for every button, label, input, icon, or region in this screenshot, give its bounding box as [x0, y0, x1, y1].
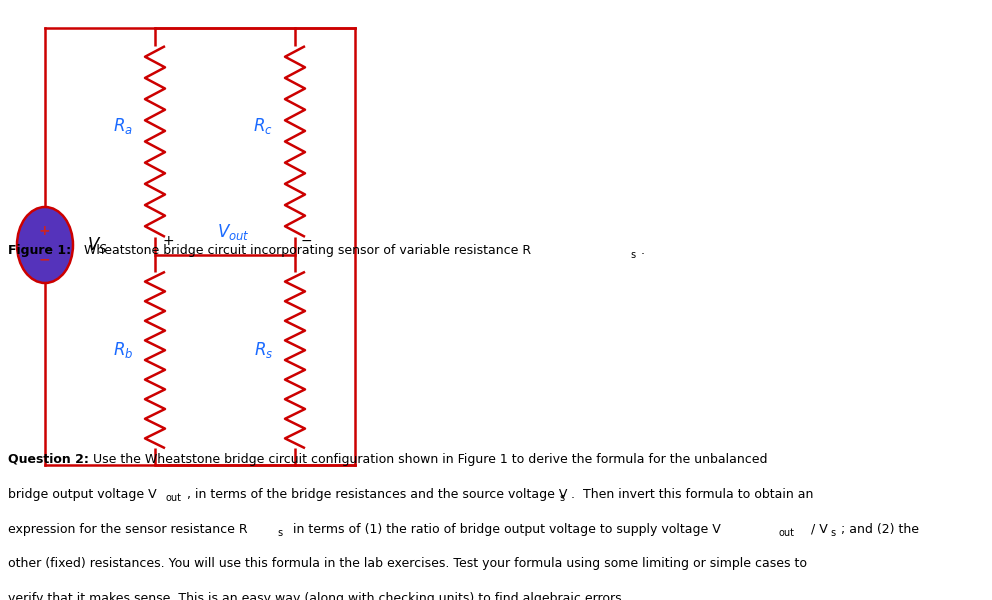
Text: Figure 1:: Figure 1: [8, 244, 71, 257]
Text: , in terms of the bridge resistances and the source voltage V: , in terms of the bridge resistances and… [187, 488, 567, 501]
Text: −: − [301, 234, 312, 248]
Text: $R_b$: $R_b$ [113, 340, 133, 360]
Text: out: out [165, 493, 182, 503]
Text: verify that it makes sense. This is an easy way (along with checking units) to f: verify that it makes sense. This is an e… [8, 592, 626, 600]
Text: other (fixed) resistances. You will use this formula in the lab exercises. Test : other (fixed) resistances. You will use … [8, 557, 806, 571]
Text: ; and (2) the: ; and (2) the [841, 523, 920, 536]
Text: $R_s$: $R_s$ [254, 340, 273, 360]
Text: Question 2:: Question 2: [8, 453, 89, 466]
Text: $R_a$: $R_a$ [113, 116, 133, 136]
Text: s: s [630, 250, 635, 260]
Text: s: s [278, 528, 283, 538]
Text: $\mathit{V}_{out}$: $\mathit{V}_{out}$ [216, 222, 249, 242]
Text: .: . [641, 244, 645, 257]
Text: in terms of (1) the ratio of bridge output voltage to supply voltage V: in terms of (1) the ratio of bridge outp… [289, 523, 720, 536]
Text: $R_c$: $R_c$ [253, 116, 273, 136]
Text: $\mathit{V}_S$: $\mathit{V}_S$ [87, 235, 107, 255]
Ellipse shape [17, 207, 73, 283]
Text: +: + [38, 224, 50, 238]
Text: expression for the sensor resistance R: expression for the sensor resistance R [8, 523, 248, 536]
Text: / V: / V [807, 523, 828, 536]
Text: s: s [830, 528, 835, 538]
Text: Wheatstone bridge circuit incorporating sensor of variable resistance R: Wheatstone bridge circuit incorporating … [80, 244, 532, 257]
Text: .  Then invert this formula to obtain an: . Then invert this formula to obtain an [571, 488, 813, 501]
Text: −: − [38, 252, 50, 266]
Text: out: out [779, 528, 795, 538]
Text: bridge output voltage V: bridge output voltage V [8, 488, 157, 501]
Text: Use the Wheatstone bridge circuit configuration shown in Figure 1 to derive the : Use the Wheatstone bridge circuit config… [89, 453, 768, 466]
Text: +: + [162, 234, 174, 248]
Text: s: s [559, 493, 564, 503]
